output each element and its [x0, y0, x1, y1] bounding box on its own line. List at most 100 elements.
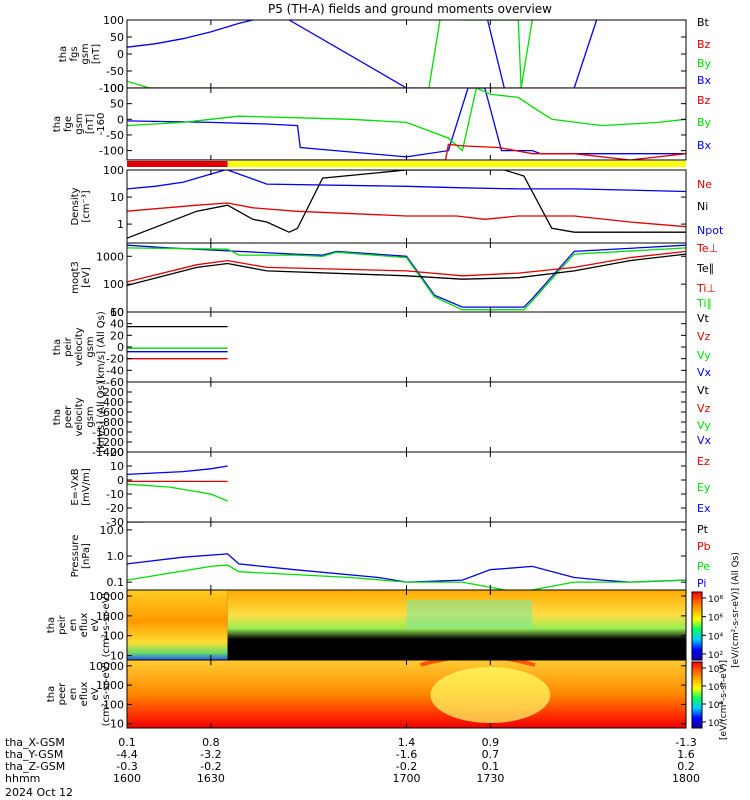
mode-bar [127, 161, 686, 167]
axis-row-value: -1.6 [396, 748, 417, 761]
legend-Vz: Vz [697, 402, 711, 415]
y-axis-label: eflux [79, 682, 90, 707]
legend-By: By [697, 57, 712, 70]
legend-Vt: Vt [697, 312, 710, 325]
panel-frame [126, 311, 687, 383]
panel-frame [126, 19, 687, 89]
series-By [127, 20, 533, 88]
legend-Pt: Pt [697, 523, 709, 536]
y-tick-label: 100 [103, 698, 124, 711]
y-axis-label: (cm²-s-sr-eV) [101, 593, 112, 658]
y-tick-label: -1000 [92, 426, 124, 439]
y-tick-label: -20 [106, 353, 124, 366]
y-tick-label: 100 [103, 164, 124, 177]
series-Npot [127, 170, 686, 193]
y-tick-label: 50 [110, 98, 124, 111]
series-Te∥ [127, 253, 686, 287]
axis-row-value: 0.7 [482, 748, 500, 761]
colorbar-tick-label: 10⁸ [708, 595, 723, 605]
legend-Vx: Vx [697, 434, 712, 447]
panel-fgs_gsm: 100 50 0 -50 -100 tha fgs gsm [nT] Bt Bz By Bx [58, 14, 712, 95]
legend-Ni: Ni [697, 200, 708, 213]
panel-frame [126, 242, 687, 313]
y-axis-label: gsm [85, 406, 96, 427]
series-Ex [127, 465, 228, 476]
colorbar-tick-label: 10⁸ [708, 665, 723, 675]
panel-peer_velocity: -200-400-600-800-1000-1200-1400 tha peer ve… [52, 381, 712, 459]
panel-fge_gsm: 100 50 0 -50 -100 tha fge gsm [nT] -160 Bz By Bx [52, 82, 712, 161]
y-tick-label: 10000 [89, 590, 124, 603]
legend-Ne: Ne [697, 178, 712, 191]
y-axis-label: gsm [85, 336, 96, 357]
axis-row-label: hhmm [5, 772, 40, 785]
heatmap-band-middle [406, 600, 533, 628]
y-axis-label: [km/s] (All Qs) [96, 381, 107, 453]
y-tick-label: 10000 [89, 660, 124, 673]
legend-Ti⊥: Ti⊥ [696, 282, 716, 295]
y-axis-label: gsm [74, 113, 85, 134]
y-tick-label: -400 [99, 396, 124, 409]
legend-Vy: Vy [697, 349, 711, 362]
y-tick-label: 40 [110, 318, 124, 331]
axis-row-value: -4.4 [116, 748, 137, 761]
y-axis-label: [nPa] [81, 543, 92, 569]
series-Ne [127, 202, 686, 228]
y-tick-label: -200 [99, 386, 124, 399]
series-Te⊥ [127, 250, 686, 283]
axis-row-value: 0.1 [118, 736, 136, 749]
y-tick-label: -50 [106, 129, 124, 142]
y-axis-label: -160 [96, 113, 107, 136]
legend-Vt: Vt [697, 384, 710, 397]
series-Ti⊥ [127, 244, 686, 308]
y-tick-label: 20 [110, 329, 124, 342]
colorbar-title: [eV/(cm²-s-sr-eV)] (All Qs) [731, 552, 741, 668]
axis-date-label: 2024 Oct 12 [5, 786, 73, 799]
y-axis-label: fge [63, 116, 74, 132]
axis-row-value: 1700 [393, 772, 421, 785]
y-tick-label: -20 [106, 502, 124, 515]
series-group [127, 522, 686, 590]
y-tick-label: 100 [103, 14, 124, 27]
y-axis-label: en [68, 619, 79, 632]
y-axis-label: eflux [79, 613, 90, 638]
series-group [127, 465, 228, 502]
panel-moments_temp: 1000 100 10 moqt3 [eV] Te⊥ Te∥ Ti⊥ Ti∥ [70, 242, 718, 319]
y-tick-label: -50 [106, 65, 124, 78]
axis-row-value: 0.9 [482, 736, 500, 749]
axis-row-value: 1.6 [677, 748, 695, 761]
colorbar-title: [eV/(cm²-s-sr-eV)] [719, 660, 729, 740]
y-tick-label: 0 [117, 341, 124, 354]
y-axis-label: peer [63, 405, 74, 429]
y-tick-label: 1000 [96, 610, 124, 623]
legend-Ti∥: Ti∥ [696, 297, 712, 310]
axis-row-value: 1600 [113, 772, 141, 785]
axis-row-value: 1730 [476, 772, 504, 785]
panel-pressure: 10.0 1.0 0.1 Pressure [nPa] Pt Pb Pe Pi [70, 521, 711, 591]
legend-Pe: Pe [697, 560, 710, 573]
legend-Vy: Vy [697, 419, 711, 432]
colorbar-tick-label: 10⁶ [708, 614, 723, 624]
legend-Vz: Vz [697, 330, 711, 343]
legend-Bx: Bx [697, 139, 712, 152]
y-tick-label: -600 [99, 406, 124, 419]
series-Bx [127, 20, 598, 88]
y-tick-label: -30 [106, 516, 124, 529]
legend-Bz: Bz [697, 38, 711, 51]
legend-Pi: Pi [697, 577, 706, 590]
y-axis-label: velocity [74, 327, 85, 366]
legend-Vx: Vx [697, 366, 712, 379]
series-group [127, 88, 686, 160]
colorbar-2: 10² 10⁴ 10⁶ 10⁸ [691, 661, 723, 729]
colorbar-layer: 10²10⁴10⁶10⁸10²10⁴10⁶10⁸[eV/(cm²-s-sr-eV… [691, 552, 741, 740]
axis-row-value: 1800 [672, 772, 700, 785]
y-tick-label: -60 [106, 376, 124, 389]
colorbar-tick-label: 10⁴ [708, 632, 723, 642]
heatmap-cells [127, 660, 686, 728]
y-tick-label: 0 [117, 113, 124, 126]
axis-row-value: 0.8 [202, 736, 220, 749]
legend-Te∥: Te∥ [696, 262, 714, 275]
y-axis-label: eV [90, 618, 101, 631]
y-axis-label: E=-VxB [70, 468, 81, 505]
mode-bar-fast [227, 161, 686, 167]
